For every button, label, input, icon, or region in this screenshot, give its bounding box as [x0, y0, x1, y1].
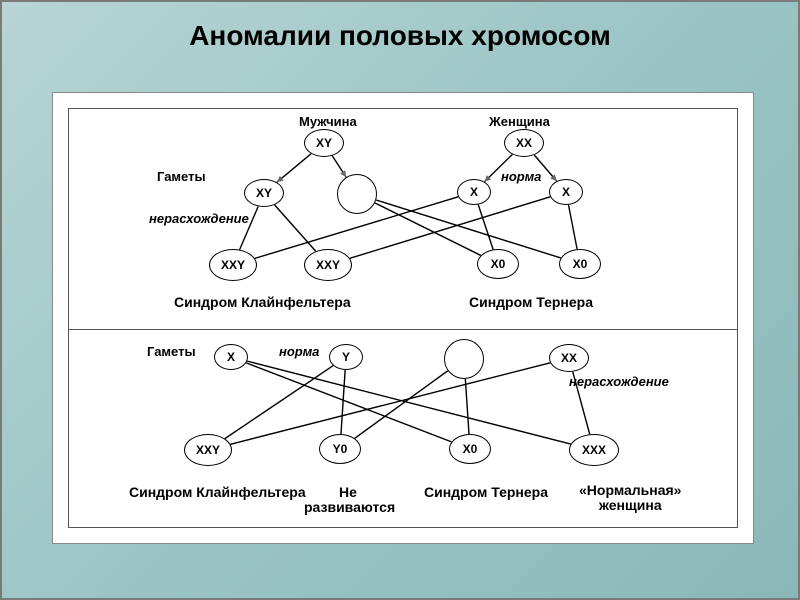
node-r-x01: X0 [477, 249, 519, 279]
label-norm: норма [501, 169, 541, 184]
label-klinef: Синдром Клайнфельтера [174, 294, 351, 310]
node-r-xxy1: XXY [209, 249, 257, 281]
node-g-x1: X [457, 179, 491, 205]
node-r-x02: X0 [559, 249, 601, 279]
node-g2-x: X [214, 344, 248, 370]
node-r2-xxy: XXY [184, 434, 232, 466]
label-normw2: женщина [599, 497, 662, 513]
node-r2-xxx: XXX [569, 434, 619, 466]
node-r-xxy2: XXY [304, 249, 352, 281]
node-r2-x0: X0 [449, 434, 491, 464]
slide: Аномалии половых хромосом Мужчина Женщина… [0, 0, 800, 600]
label-turner2: Синдром Тернера [424, 484, 548, 500]
node-r2-y0: Y0 [319, 434, 361, 464]
label-nondisj: нерасхождение [149, 211, 249, 226]
label-gametes2: Гаметы [147, 344, 196, 359]
label-gametes: Гаметы [157, 169, 206, 184]
node-g-x2: X [549, 179, 583, 205]
node-p-m: XY [304, 129, 344, 157]
panel-divider [69, 329, 737, 330]
inner-frame: Мужчина Женщина Гаметы нерасхождение норма Си… [68, 108, 738, 528]
label-male: Мужчина [299, 114, 357, 129]
node-g2-xx: XX [549, 344, 589, 372]
label-norm2: норма [279, 344, 319, 359]
diagram-frame: Мужчина Женщина Гаметы нерасхождение норма Си… [52, 92, 754, 544]
label-nodev2: развиваются [304, 499, 395, 515]
label-female: Женщина [489, 114, 550, 129]
node-g2-y: Y [329, 344, 363, 370]
node-g-xy: XY [244, 179, 284, 207]
label-normw: «Нормальная» [579, 482, 681, 498]
label-nondisj2: нерасхождение [569, 374, 669, 389]
node-g-0 [337, 174, 377, 214]
label-turner: Синдром Тернера [469, 294, 593, 310]
slide-title: Аномалии половых хромосом [2, 2, 798, 52]
label-klinef2: Синдром Клайнфельтера [129, 484, 306, 500]
node-p-f: XX [504, 129, 544, 157]
node-g2-0 [444, 339, 484, 379]
label-nodev: Не [339, 484, 357, 500]
